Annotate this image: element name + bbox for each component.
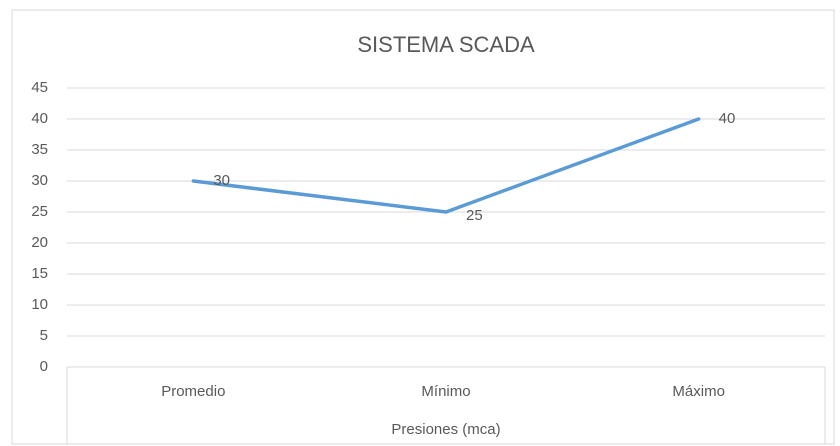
data-line [191,117,701,214]
chart-title: SISTEMA SCADA [357,32,535,57]
data-label: 40 [719,110,736,127]
y-tick-label: 30 [31,172,48,189]
y-tick-label: 25 [31,203,48,220]
y-tick-label: 20 [31,234,48,251]
chart-frame [11,9,835,445]
y-tick-label: 35 [31,141,48,158]
y-tick-label: 45 [31,79,48,96]
y-tick-label: 0 [40,358,48,375]
y-tick-label: 15 [31,265,48,282]
x-tick-label: Máximo [672,383,725,400]
x-axis-label: Presiones (mca) [391,421,500,438]
data-label: 30 [213,172,230,189]
x-tick-label: Promedio [161,383,225,400]
data-label: 25 [466,207,483,224]
x-tick-label: Mínimo [421,383,470,400]
y-tick-label: 10 [31,296,48,313]
y-tick-label: 5 [40,327,48,344]
y-tick-label: 40 [31,110,48,127]
